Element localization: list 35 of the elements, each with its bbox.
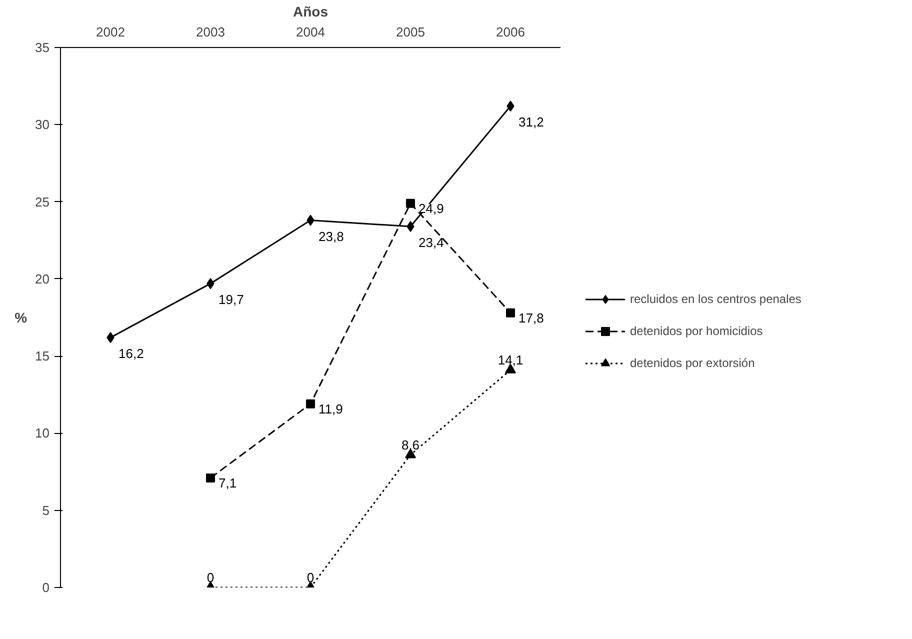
legend-label: detenidos por homicidios xyxy=(630,324,763,338)
x-tick-label: 2006 xyxy=(496,24,525,40)
data-label: 0 xyxy=(306,570,314,585)
legend-label: detenidos por extorsión xyxy=(630,356,755,370)
y-tick-label: 15 xyxy=(35,348,50,364)
y-tick-label: 5 xyxy=(42,502,50,518)
data-label: 31,2 xyxy=(518,114,544,130)
data-label: 11,9 xyxy=(318,401,343,416)
point xyxy=(206,473,215,482)
data-label: 16,2 xyxy=(118,346,144,362)
point xyxy=(306,399,315,408)
data-label: 24,9 xyxy=(418,200,444,216)
x-tick-label: 2004 xyxy=(296,24,325,40)
data-label: 7,1 xyxy=(218,475,237,490)
y-axis-title: % xyxy=(14,310,28,326)
y-tick-label: 35 xyxy=(35,40,50,55)
y-tick-label: 20 xyxy=(35,271,50,286)
data-label: 23,4 xyxy=(418,234,444,250)
x-tick-label: 2003 xyxy=(196,24,225,40)
x-tick-label: 2002 xyxy=(96,24,125,40)
x-axis-title: Años xyxy=(293,4,328,20)
y-tick-label: 0 xyxy=(42,580,50,595)
data-label: 19,7 xyxy=(218,292,244,308)
y-tick-label: 25 xyxy=(35,194,50,210)
data-label: 17,8 xyxy=(518,310,544,326)
data-label: 0 xyxy=(206,570,214,585)
y-tick-label: 10 xyxy=(35,426,50,441)
data-label: 8,6 xyxy=(401,437,420,452)
point xyxy=(406,198,415,208)
data-label: 14,1 xyxy=(498,352,524,368)
legend-label: recluidos en los centros penales xyxy=(630,292,802,306)
y-tick-label: 30 xyxy=(35,117,50,132)
x-tick-label: 2005 xyxy=(396,24,425,40)
data-label: 23,8 xyxy=(318,228,344,244)
point xyxy=(506,308,515,318)
